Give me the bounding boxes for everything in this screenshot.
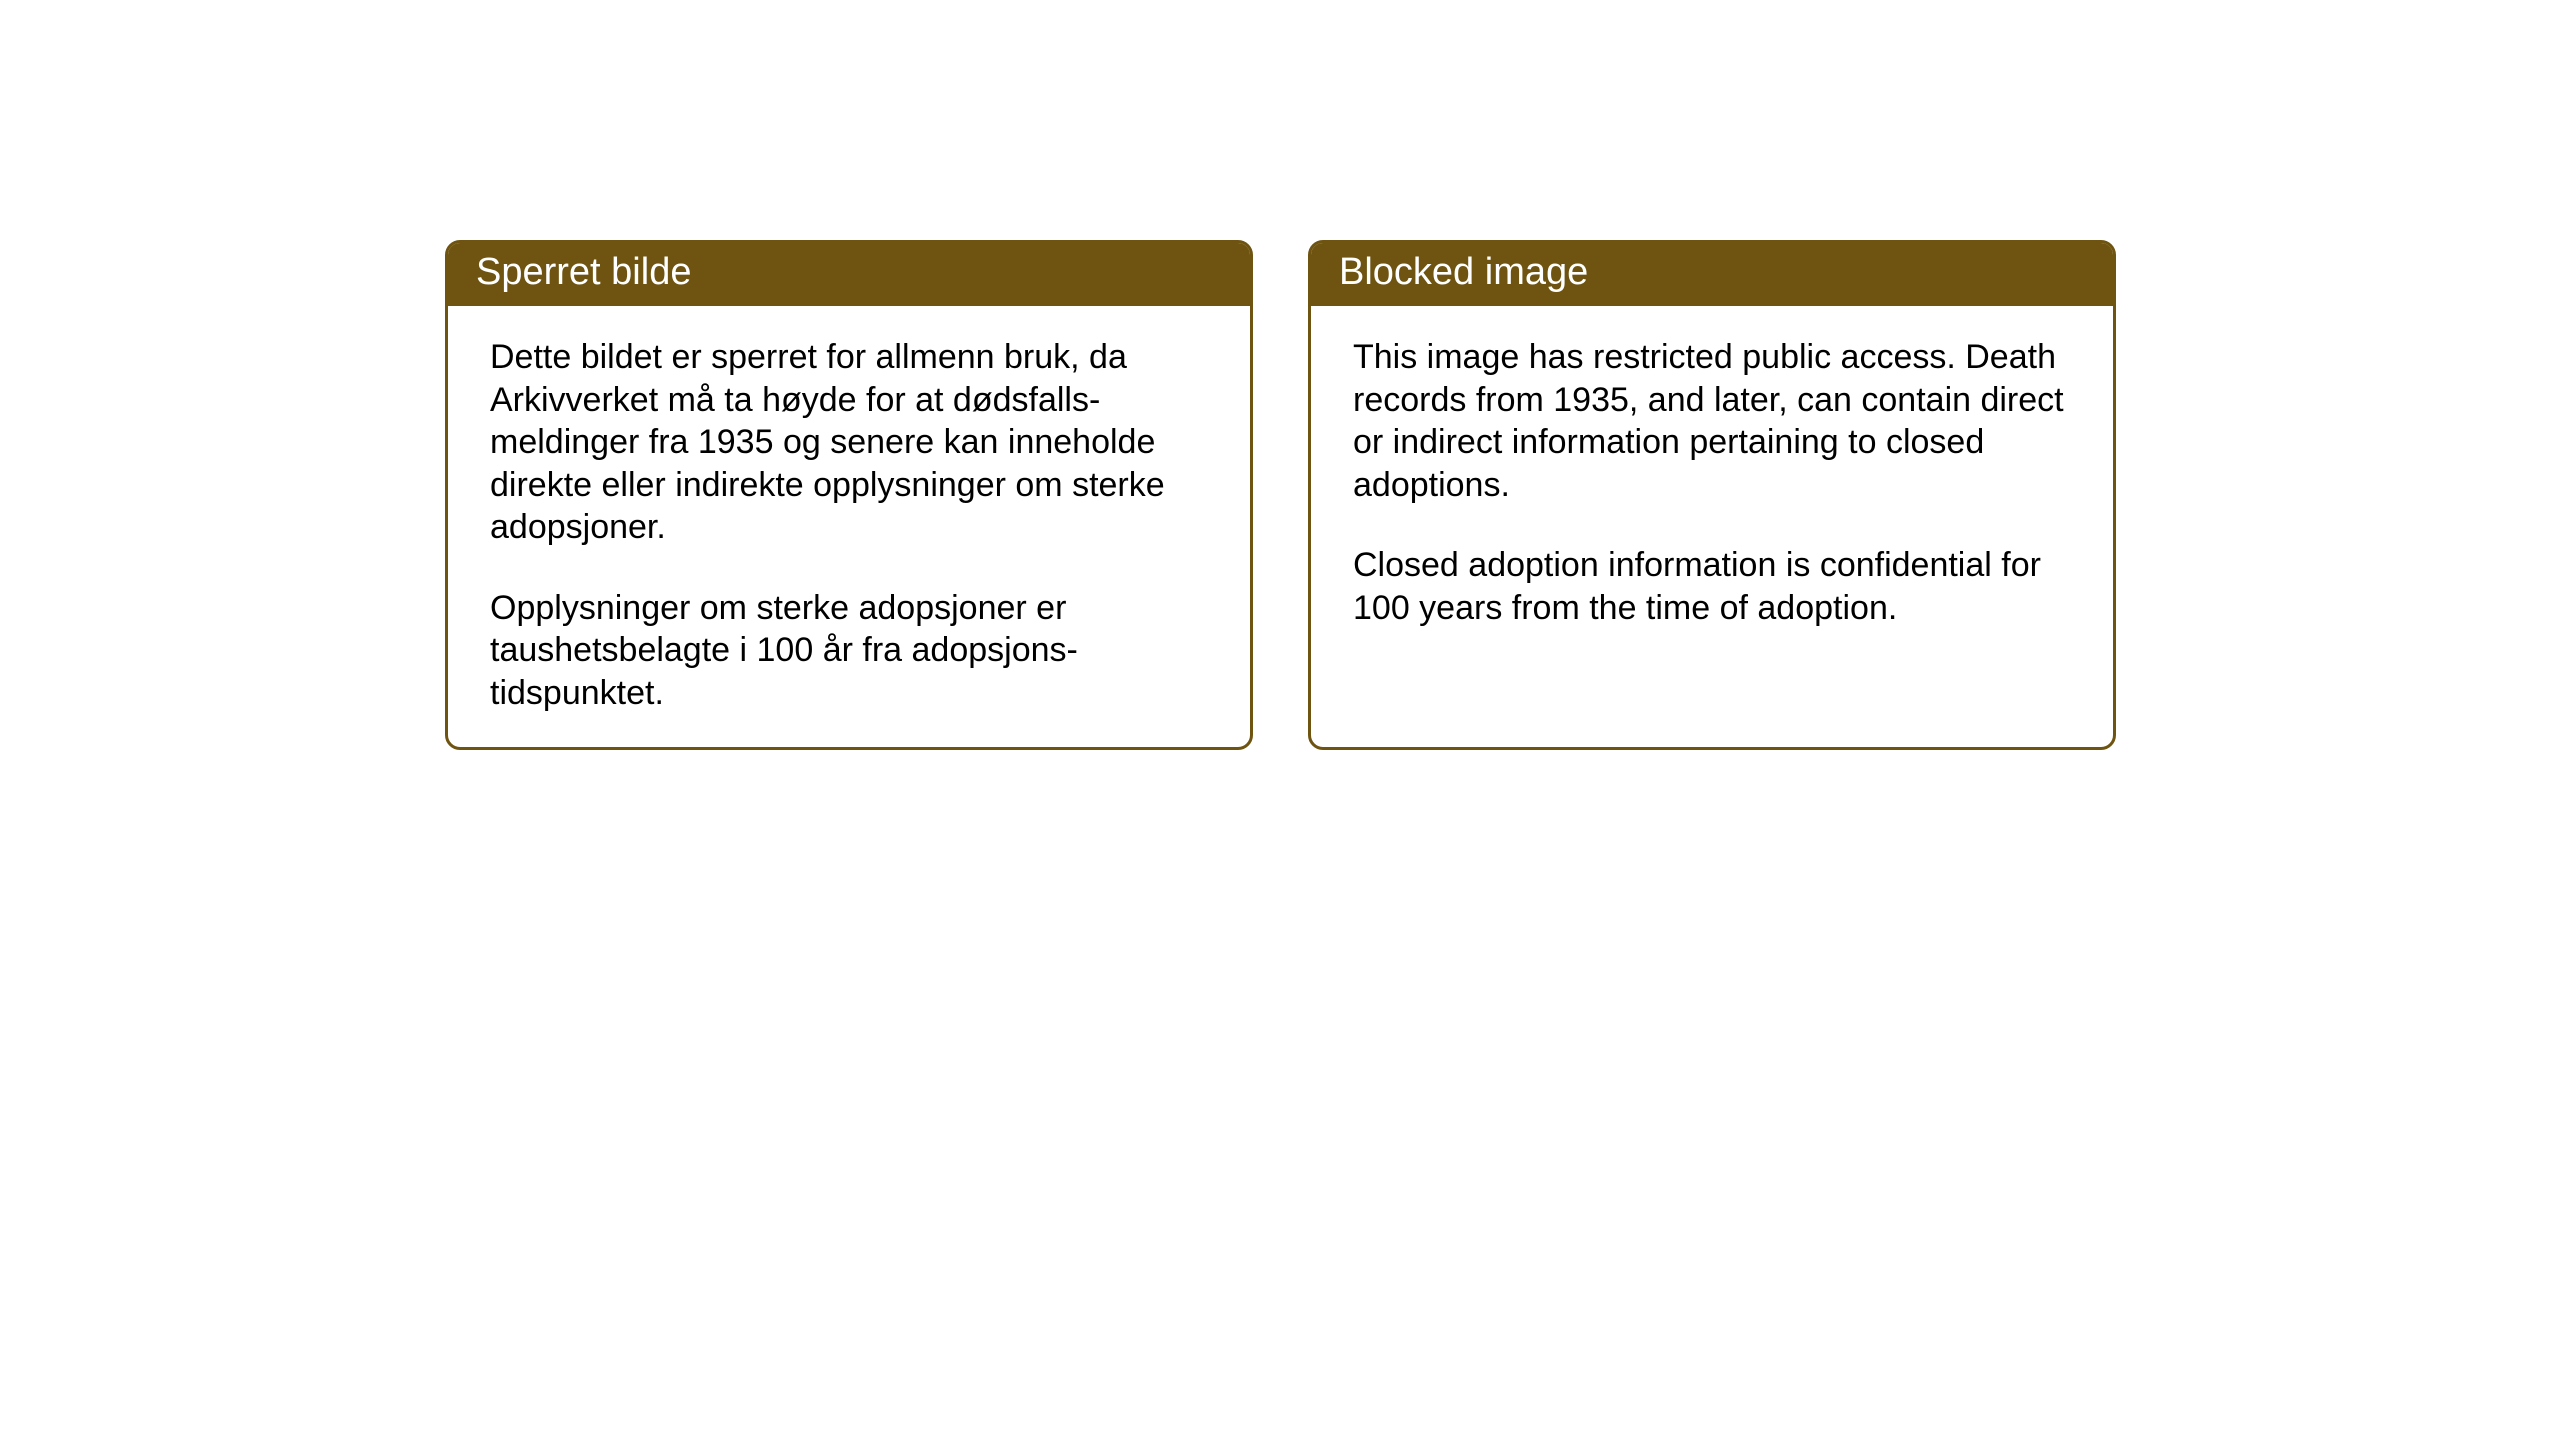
norwegian-paragraph-2: Opplysninger om sterke adopsjoner er tau… [490,587,1208,715]
norwegian-card: Sperret bilde Dette bildet er sperret fo… [445,240,1253,750]
message-container: Sperret bilde Dette bildet er sperret fo… [445,240,2116,750]
english-paragraph-1: This image has restricted public access.… [1353,336,2071,506]
english-card-title: Blocked image [1311,243,2113,306]
norwegian-card-title: Sperret bilde [448,243,1250,306]
english-card-body: This image has restricted public access.… [1311,306,2113,659]
norwegian-card-body: Dette bildet er sperret for allmenn bruk… [448,306,1250,744]
english-card: Blocked image This image has restricted … [1308,240,2116,750]
english-paragraph-2: Closed adoption information is confident… [1353,544,2071,629]
norwegian-paragraph-1: Dette bildet er sperret for allmenn bruk… [490,336,1208,549]
